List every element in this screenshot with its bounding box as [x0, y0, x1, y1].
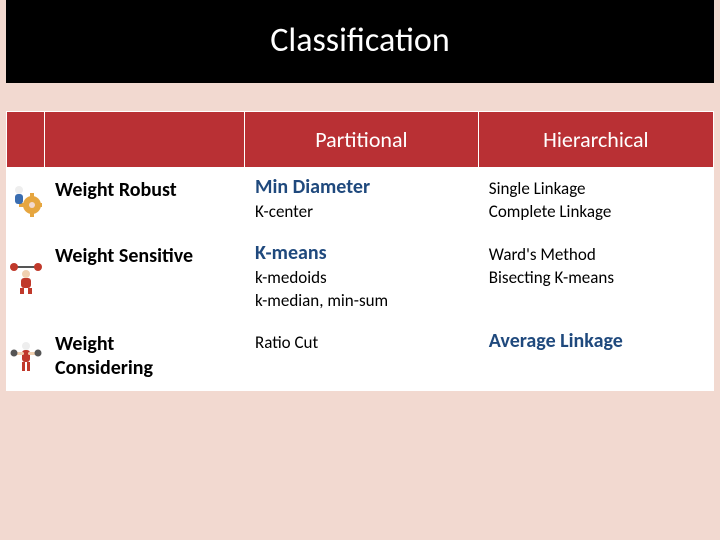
- column-hierarchical: Hierarchical: [478, 112, 713, 168]
- cell-robust-partitional: Min Diameter K-center: [245, 168, 479, 234]
- row-label-robust: Weight Robust: [45, 168, 245, 234]
- term-single-linkage: Single Linkage: [489, 178, 703, 199]
- row-label-considering-b: Considering: [55, 356, 234, 380]
- term-ratio-cut: Ratio Cut: [255, 332, 468, 353]
- gear-figure-icon: [10, 183, 42, 217]
- term-k-median-minsum: k-median, min-sum: [255, 290, 468, 311]
- classification-table: Partitional Hierarchical Weight Robust M…: [6, 111, 714, 391]
- term-k-means: K-means: [255, 242, 468, 265]
- balance-figure-icon: [10, 339, 42, 373]
- term-k-medoids: k-medoids: [255, 267, 468, 288]
- cell-robust-hierarchical: Single Linkage Complete Linkage: [478, 168, 713, 234]
- table-row: Weight Sensitive K-means k-medoids k-med…: [7, 233, 714, 322]
- weightlifter-icon: [10, 260, 42, 294]
- header-row: Partitional Hierarchical: [7, 112, 714, 168]
- cell-considering-partitional: Ratio Cut: [245, 322, 479, 391]
- term-wards-method: Ward's Method: [489, 244, 703, 265]
- row-label-considering-a: Weight: [55, 332, 234, 356]
- row-label-sensitive: Weight Sensitive: [45, 233, 245, 322]
- table-row: Weight Considering Ratio Cut Average Lin…: [7, 322, 714, 391]
- table-row: Weight Robust Min Diameter K-center Sing…: [7, 168, 714, 234]
- row-icon-robust: [7, 168, 45, 234]
- header-blank-label: [45, 112, 245, 168]
- term-average-linkage: Average Linkage: [489, 330, 703, 353]
- row-icon-sensitive: [7, 233, 45, 322]
- row-label-considering: Weight Considering: [45, 322, 245, 391]
- cell-sensitive-hierarchical: Ward's Method Bisecting K-means: [478, 233, 713, 322]
- term-complete-linkage: Complete Linkage: [489, 201, 703, 222]
- column-partitional: Partitional: [245, 112, 479, 168]
- cell-sensitive-partitional: K-means k-medoids k-median, min-sum: [245, 233, 479, 322]
- header-blank-icon: [7, 112, 45, 168]
- cell-considering-hierarchical: Average Linkage: [478, 322, 713, 391]
- page-title: Classification: [6, 0, 714, 83]
- term-k-center: K-center: [255, 201, 468, 222]
- term-min-diameter: Min Diameter: [255, 176, 468, 199]
- row-icon-considering: [7, 322, 45, 391]
- bottom-spacer: [0, 391, 720, 521]
- term-bisecting-kmeans: Bisecting K-means: [489, 267, 703, 288]
